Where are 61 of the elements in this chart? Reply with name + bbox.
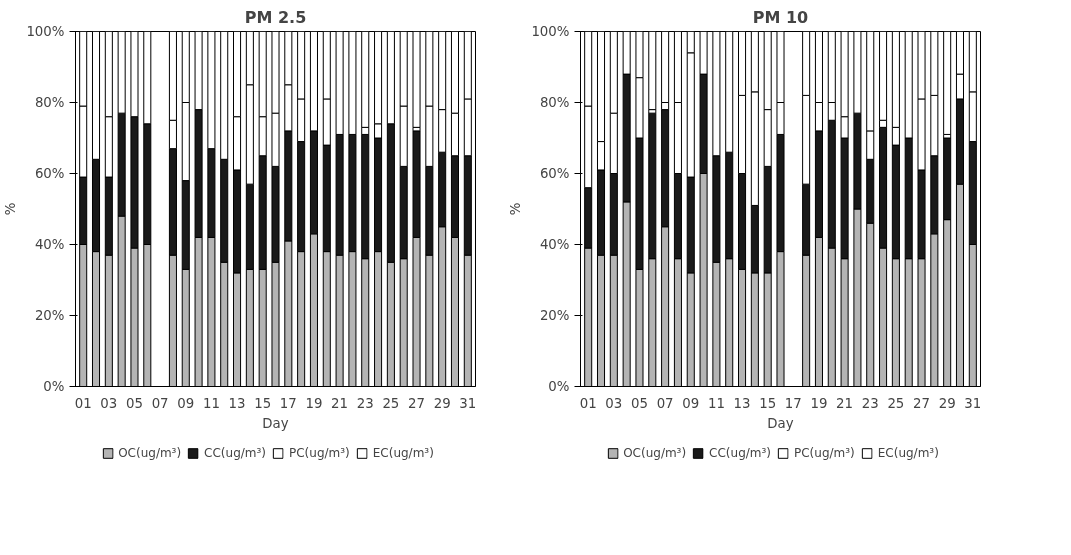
x-tick-label: 09: [177, 395, 195, 411]
x-tick-label: 11: [202, 395, 220, 411]
x-tick-label: 01: [74, 395, 92, 411]
x-tick-label: 03: [605, 395, 623, 411]
y-tick-label: 60%: [34, 166, 65, 181]
x-tick-label: 25: [887, 395, 905, 411]
x-tick-label: 17: [279, 395, 297, 411]
x-tick-label: 29: [433, 395, 451, 411]
x-tick-label: 03: [100, 395, 118, 411]
legend-label: CC(ug/m³): [709, 446, 771, 460]
bar: [648, 31, 657, 111]
x-tick-label: 19: [810, 395, 828, 411]
x-tick-label: 27: [408, 395, 426, 411]
x-tick-label: 31: [964, 395, 982, 411]
y-tick-label: 20%: [34, 308, 65, 323]
y-tick-label: 80%: [34, 95, 65, 110]
y-tick-label: 0%: [548, 379, 570, 394]
y-tick-label: 20%: [539, 308, 570, 323]
x-tick-label: 07: [656, 395, 674, 411]
legend-label: OC(ug/m³): [118, 446, 182, 460]
y-tick-label: 100%: [26, 24, 65, 39]
legend-label: EC(ug/m³): [372, 446, 434, 460]
legend-label: CC(ug/m³): [204, 446, 266, 460]
bar: [412, 31, 421, 128]
x-tick-label: 05: [125, 395, 143, 411]
legend-label: EC(ug/m³): [877, 446, 939, 460]
x-tick-label: 23: [356, 395, 374, 411]
x-axis-title: Day: [767, 415, 794, 431]
y-tick-label: 100%: [531, 24, 570, 39]
x-tick-label: 19: [305, 395, 323, 411]
x-tick-label: 13: [733, 395, 751, 411]
chart-title: PM 2.5: [244, 7, 307, 27]
x-tick-label: 31: [459, 395, 477, 411]
x-tick-label: 09: [682, 395, 700, 411]
x-tick-label: 27: [913, 395, 931, 411]
y-tick-label: 60%: [539, 166, 570, 181]
y-tick-label: 80%: [539, 95, 570, 110]
bar: [943, 31, 952, 135]
x-tick-label: 21: [331, 395, 349, 411]
x-tick-label: 17: [784, 395, 802, 411]
legend-label: PC(ug/m³): [289, 446, 350, 460]
x-tick-label: 01: [579, 395, 597, 411]
y-tick-label: 40%: [539, 237, 570, 252]
x-tick-label: 29: [938, 395, 956, 411]
y-axis-title: %: [508, 202, 524, 216]
x-tick-label: 15: [759, 395, 777, 411]
y-tick-label: 40%: [34, 237, 65, 252]
x-tick-label: 15: [254, 395, 272, 411]
x-tick-label: 23: [861, 395, 879, 411]
x-tick-label: 07: [151, 395, 169, 411]
y-axis-title: %: [3, 202, 19, 216]
x-tick-label: 13: [228, 395, 246, 411]
chart-title: PM 10: [752, 7, 809, 27]
x-tick-label: 11: [707, 395, 725, 411]
x-tick-label: 21: [836, 395, 854, 411]
y-tick-label: 0%: [43, 379, 65, 394]
legend-label: PC(ug/m³): [794, 446, 855, 460]
legend-label: OC(ug/m³): [623, 446, 687, 460]
x-tick-label: 05: [630, 395, 648, 411]
x-axis-title: Day: [262, 415, 289, 431]
x-tick-label: 25: [382, 395, 400, 411]
